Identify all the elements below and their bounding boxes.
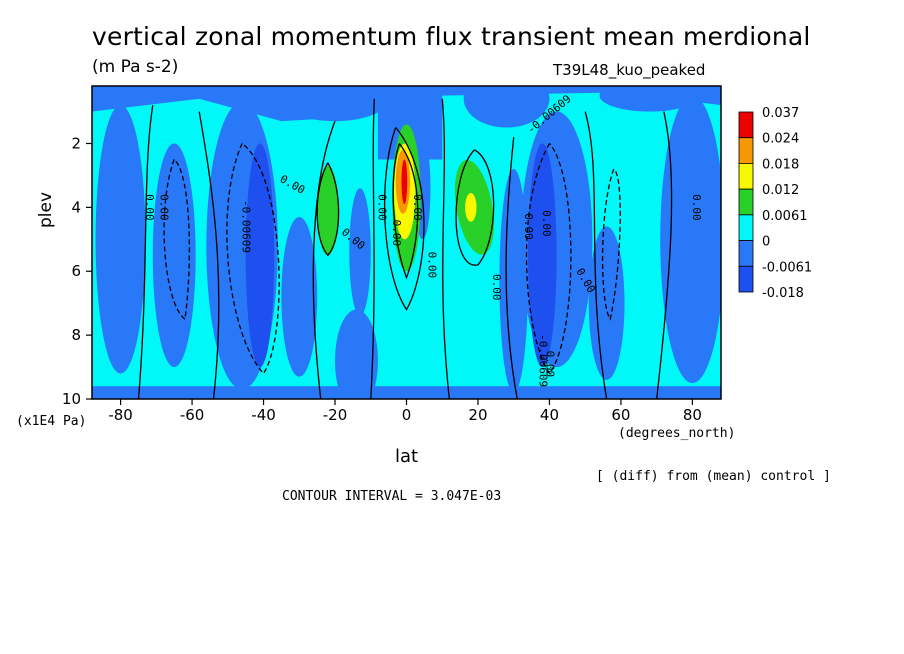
chart-title: vertical zonal momentum flux transient m… xyxy=(92,22,811,51)
difference-note: [ (diff) from (mean) control ] xyxy=(596,469,831,484)
contour-label: 0.00 xyxy=(490,274,503,301)
contour-line-10n xyxy=(441,98,451,399)
negative-bottom-band xyxy=(92,386,721,399)
y-tick-label: 6 xyxy=(71,262,81,280)
chart-units: (m Pa s-2) xyxy=(92,57,179,77)
colorbar-label: 0.012 xyxy=(762,183,799,198)
positive-core-22s xyxy=(317,165,339,256)
x-tick-label: -80 xyxy=(108,406,133,424)
negative-region-80s xyxy=(95,105,146,374)
x-tick-label: -20 xyxy=(323,406,348,424)
x-axis-unit: (degrees_north) xyxy=(618,426,736,441)
positive-peak-19n xyxy=(465,192,477,222)
negative-region-30s xyxy=(281,216,318,377)
contour-line-22s xyxy=(312,120,336,399)
contour-line-72n xyxy=(656,111,673,399)
negative-top-20s xyxy=(277,86,393,122)
contour-dashed-40n xyxy=(525,143,572,375)
contour-label: 0.00 xyxy=(690,194,703,221)
colorbar-swatch xyxy=(738,265,754,293)
contour-label: 0.00 xyxy=(540,210,553,237)
colorbar-swatch xyxy=(738,214,754,241)
colorbar-swatch xyxy=(738,111,754,139)
x-tick-label: 0 xyxy=(402,406,412,424)
x-axis-label: lat xyxy=(395,446,419,467)
axis-ticks: -80 -60 -40 -20 0 20 40 60 80 2 4 6 8 10 xyxy=(62,134,702,424)
x-tick-label: 60 xyxy=(611,406,630,424)
negative-region-65s xyxy=(152,143,196,368)
positive-max-equator xyxy=(401,159,408,205)
contour-dashed-58n xyxy=(601,168,621,321)
x-tick-label: -40 xyxy=(251,406,276,424)
colorbar-label: 0.037 xyxy=(762,106,799,121)
contour-label: 0.00 xyxy=(390,220,403,247)
contour-line-30n xyxy=(505,137,518,399)
contour-label: 0.00 xyxy=(143,194,156,221)
negative-top-68n xyxy=(599,86,700,112)
contour-dashed-65s xyxy=(163,158,191,321)
colorbar: 0.037 0.024 0.018 0.012 0.0061 0 -0.0061 -0.018 xyxy=(738,106,812,301)
x-tick-label: 80 xyxy=(683,406,702,424)
y-axis-label: plev xyxy=(36,191,56,228)
experiment-name: T39L48_kuo_peaked xyxy=(553,61,706,79)
negative-region-14s xyxy=(335,309,378,399)
contour-line-70s xyxy=(137,105,154,399)
colorbar-label: 0 xyxy=(762,235,770,250)
contour-label: -0.00609 xyxy=(536,334,549,387)
colorbar-label: 0.0061 xyxy=(762,209,808,224)
contour-label: 0.00 xyxy=(543,351,556,378)
contour-line-group xyxy=(137,98,673,399)
negative-region-56n xyxy=(588,226,625,380)
contour-label: 0.00 xyxy=(375,194,388,221)
contour-interval: CONTOUR INTERVAL = 3.047E-03 xyxy=(282,489,502,504)
y-tick-label: 2 xyxy=(71,134,81,152)
negative-region-80n xyxy=(660,95,721,383)
contour-line-55s xyxy=(198,111,220,399)
colorbar-label: 0.024 xyxy=(762,132,799,147)
colorbar-swatch xyxy=(738,137,754,164)
contour-line-50n xyxy=(584,111,608,399)
contour-label: 0.00 xyxy=(426,252,439,279)
x-tick-label: -60 xyxy=(180,406,205,424)
contour-equator-outer xyxy=(383,127,425,311)
negative-region-13s xyxy=(349,188,371,316)
contour-line-9s xyxy=(370,98,375,399)
y-axis-unit: (x1E4 Pa) xyxy=(16,414,87,429)
x-tick-label: 20 xyxy=(468,406,487,424)
contour-label: -0.00609 xyxy=(240,200,253,253)
y-tick-label: 10 xyxy=(62,390,81,408)
negative-core-38n xyxy=(528,143,557,368)
colorbar-label: -0.018 xyxy=(762,286,804,301)
contour-19n-outer xyxy=(455,149,495,266)
contour-22s-outer xyxy=(316,162,340,257)
contour-label: 0.00 xyxy=(522,213,535,240)
y-tick-label: 8 xyxy=(71,326,81,344)
colorbar-swatch xyxy=(738,240,754,267)
negative-core-40s xyxy=(245,143,275,368)
negative-top-28n xyxy=(463,86,550,128)
colorbar-swatch xyxy=(738,163,754,190)
y-tick-label: 4 xyxy=(71,198,81,216)
x-tick-label: 40 xyxy=(540,406,559,424)
colorbar-swatch xyxy=(738,188,754,216)
contour-label: 0.00 xyxy=(157,194,170,221)
contour-fill-group xyxy=(92,86,721,399)
contour-label: 0.00 xyxy=(411,194,424,221)
colorbar-label: -0.0061 xyxy=(762,260,812,275)
colorbar-label: 0.018 xyxy=(762,157,799,172)
contour-equator-inner xyxy=(392,143,419,280)
